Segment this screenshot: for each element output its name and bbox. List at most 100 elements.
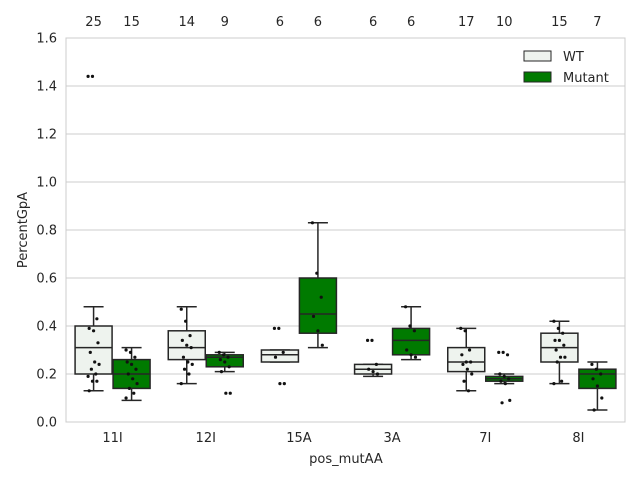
- data-point: [470, 372, 474, 376]
- data-point: [222, 353, 226, 357]
- box-WT-8I: [540, 319, 579, 386]
- data-point: [129, 362, 134, 366]
- data-point: [186, 360, 190, 364]
- data-point: [374, 362, 378, 366]
- box-Mutant-8I: [578, 361, 617, 412]
- data-point: [315, 271, 319, 275]
- y-tick-label-2: 0.4: [36, 320, 57, 335]
- box-WT-3A: [353, 338, 393, 378]
- count-Mutant-15A: 6: [314, 15, 322, 30]
- data-point: [187, 372, 191, 376]
- data-point: [217, 350, 221, 354]
- data-point: [412, 329, 416, 333]
- data-point: [184, 319, 188, 323]
- boxes: [74, 74, 617, 412]
- data-point: [90, 74, 95, 78]
- box-WT-15A: [260, 326, 300, 386]
- data-point: [179, 307, 183, 311]
- data-point: [464, 360, 468, 364]
- data-point: [126, 372, 130, 376]
- box-Mutant-7I: [485, 350, 524, 405]
- data-point: [132, 391, 136, 395]
- data-point: [180, 338, 184, 342]
- data-point: [90, 379, 95, 383]
- data-point: [409, 353, 413, 357]
- data-point: [499, 379, 503, 383]
- data-point: [365, 338, 370, 342]
- data-point: [272, 326, 277, 330]
- legend-swatch-Mutant: [523, 71, 552, 83]
- data-point: [497, 350, 501, 354]
- y-tick-label-3: 0.6: [36, 272, 57, 287]
- data-point: [461, 362, 465, 366]
- data-point: [86, 74, 90, 78]
- count-WT-3A: 6: [369, 15, 377, 30]
- box-body: [74, 325, 113, 375]
- box-body: [447, 346, 486, 373]
- data-point: [462, 379, 466, 383]
- data-point: [498, 372, 502, 376]
- data-point: [224, 391, 228, 395]
- data-point: [282, 382, 286, 386]
- legend-swatch-WT: [523, 50, 552, 62]
- data-point: [554, 348, 558, 352]
- count-WT-15A: 6: [276, 15, 284, 30]
- box-Mutant-11I: [112, 346, 151, 402]
- data-point: [557, 338, 562, 342]
- data-point: [311, 314, 316, 318]
- data-point: [375, 372, 380, 376]
- data-point: [94, 372, 98, 376]
- data-point: [367, 367, 371, 371]
- data-point: [131, 377, 135, 381]
- data-point: [278, 382, 282, 386]
- data-point: [95, 317, 99, 321]
- data-point: [319, 295, 323, 299]
- x-tick-label-8I: 8I: [572, 431, 584, 446]
- count-WT-7I: 17: [458, 15, 475, 30]
- y-tick-label-4: 0.8: [36, 224, 57, 239]
- data-point: [181, 355, 186, 359]
- box-WT-7I: [447, 326, 486, 393]
- count-Mutant-3A: 6: [407, 15, 415, 30]
- data-point: [501, 350, 505, 354]
- box-body: [298, 277, 338, 334]
- data-point: [127, 386, 131, 390]
- data-point: [505, 353, 510, 357]
- data-point: [600, 396, 604, 400]
- x-axis-label: pos_mutAA: [309, 452, 383, 467]
- data-point: [558, 355, 563, 359]
- data-point: [124, 396, 128, 400]
- data-point: [405, 348, 409, 352]
- box-body: [391, 327, 431, 356]
- data-point: [316, 329, 320, 333]
- data-point: [552, 319, 556, 323]
- data-point: [87, 326, 91, 330]
- data-point: [97, 362, 101, 366]
- count-Mutant-7I: 10: [496, 15, 513, 30]
- data-point: [503, 382, 507, 386]
- legend-label-Mutant: Mutant: [563, 71, 609, 86]
- y-tick-label-0: 0.0: [36, 416, 57, 431]
- data-point: [179, 382, 183, 386]
- box-Mutant-15A: [298, 221, 338, 349]
- data-point: [553, 338, 557, 342]
- data-point: [320, 343, 324, 347]
- data-point: [460, 353, 464, 357]
- data-point: [93, 360, 97, 364]
- y-tick-label-8: 1.6: [36, 32, 57, 47]
- data-point: [459, 326, 463, 330]
- data-point: [95, 379, 99, 383]
- data-point: [96, 341, 100, 345]
- data-point: [135, 382, 139, 386]
- data-point: [188, 334, 192, 338]
- box-Mutant-12I: [205, 350, 244, 395]
- data-point: [277, 326, 281, 330]
- data-point: [413, 355, 418, 359]
- data-point: [86, 374, 90, 378]
- y-tick-label-7: 1.4: [36, 80, 57, 95]
- count-WT-8I: 15: [551, 15, 568, 30]
- plot-frame: [65, 37, 626, 423]
- count-WT-11I: 25: [85, 15, 102, 30]
- data-point: [467, 348, 472, 352]
